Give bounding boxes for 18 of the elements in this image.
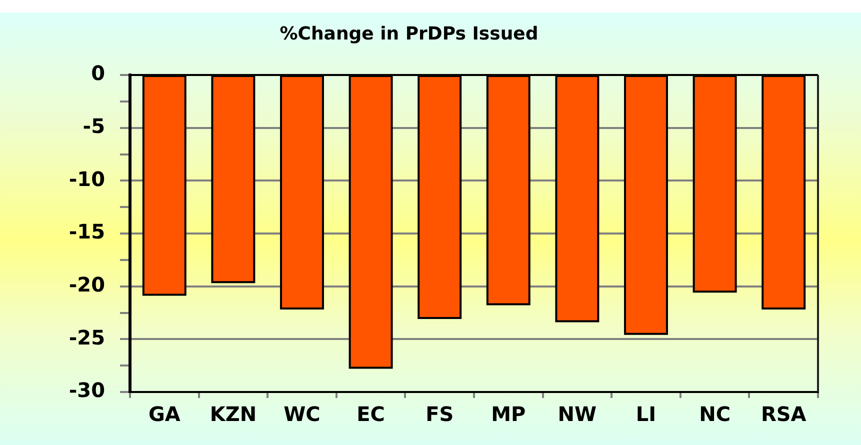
x-tick-label: NW [558,402,597,426]
x-tick-label: WC [284,402,320,426]
x-tick-label: EC [356,402,385,426]
x-tick-label: NC [699,402,731,426]
x-tick-label: FS [426,402,454,426]
y-tick-label: -10 [68,166,105,191]
y-tick-label: -25 [68,325,105,350]
y-tick-label: -15 [68,220,105,244]
x-tick-label: LI [636,402,656,426]
x-tick-label: KZN [210,402,257,426]
y-tick-label: -20 [68,272,105,297]
x-tick-label: GA [148,402,181,426]
x-tick-label: RSA [760,402,807,426]
y-tick-label: 0 [91,61,105,86]
y-tick-label: -30 [68,378,105,402]
x-tick-label: MP [491,402,526,426]
chart-title: %Change in PrDPs Issued [280,23,538,44]
y-tick-label: -5 [82,114,105,138]
